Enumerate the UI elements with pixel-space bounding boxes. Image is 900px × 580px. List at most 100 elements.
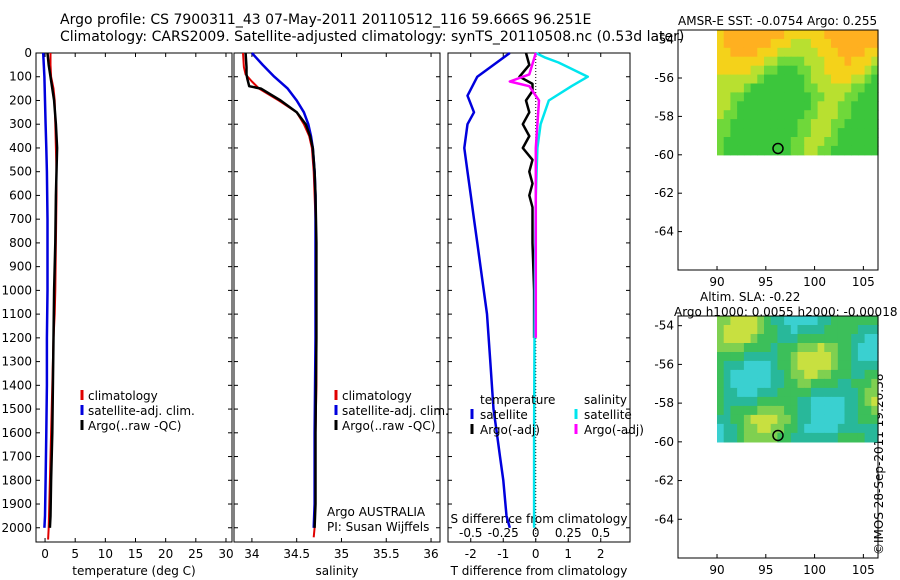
x-tick-label: 36 <box>423 547 438 561</box>
map-cell <box>730 432 738 443</box>
map-cell <box>871 316 879 326</box>
map-cell <box>730 137 738 147</box>
map-cell <box>777 360 785 371</box>
map-cell <box>837 47 846 58</box>
map-cell <box>750 352 758 362</box>
map-cell <box>764 56 772 67</box>
map-x-tick-label: 105 <box>852 563 875 577</box>
map-cell <box>817 369 825 380</box>
map-cell <box>743 56 752 67</box>
map-cell <box>824 334 832 344</box>
map-cell <box>790 65 799 76</box>
map-cell <box>837 83 846 93</box>
map-cell <box>824 47 832 58</box>
map-cell <box>784 30 792 40</box>
map-cell <box>764 423 772 434</box>
map-cell <box>810 360 819 371</box>
map-cell <box>770 92 778 102</box>
y-tick-label: 200 <box>9 93 32 107</box>
map-cell <box>864 387 872 398</box>
map-cell <box>770 325 778 335</box>
map-cell <box>777 56 785 67</box>
map-cell <box>723 145 731 156</box>
map-cell <box>837 137 846 147</box>
map-cell <box>784 65 792 76</box>
map-cell <box>790 325 799 335</box>
map-cell <box>797 369 805 380</box>
map-cell <box>777 101 785 111</box>
s-diff-tick-label: -0.25 <box>488 526 519 540</box>
map-cell <box>797 432 805 443</box>
map-cell <box>743 369 752 380</box>
map-cell <box>743 92 752 102</box>
map-cell <box>743 119 752 129</box>
map-cell <box>723 334 731 344</box>
map-cell <box>750 432 758 443</box>
map-cell <box>743 414 752 425</box>
map-cell <box>864 369 872 380</box>
map-cell <box>730 414 738 425</box>
map-cell <box>810 387 819 398</box>
map-cell <box>757 119 765 129</box>
map-cell <box>851 405 859 416</box>
map-cell <box>844 343 852 353</box>
map-cell <box>817 352 825 362</box>
map-cell <box>871 378 879 389</box>
map-cell <box>784 343 792 353</box>
map-cell <box>764 369 772 380</box>
map-cell <box>817 56 825 67</box>
map-cell <box>770 352 778 362</box>
map-cell <box>743 145 752 156</box>
map-y-tick-label: -62 <box>654 186 674 200</box>
map-cell <box>831 83 839 93</box>
map-cell <box>810 334 819 344</box>
map-cell <box>871 396 879 407</box>
map-cell <box>804 30 812 40</box>
map-cell <box>723 369 731 380</box>
map-cell <box>824 432 832 443</box>
map-cell <box>797 145 805 156</box>
map-cell <box>757 92 765 102</box>
map-cell <box>764 316 772 326</box>
map-cell <box>770 47 778 58</box>
map-cell <box>817 387 825 398</box>
map-cell <box>757 145 765 156</box>
map-cell <box>824 145 832 156</box>
map-cell <box>844 110 852 120</box>
map-frame-0 <box>677 29 879 271</box>
map-cell <box>757 83 765 93</box>
map-cell <box>864 128 872 138</box>
map-cell <box>824 378 832 389</box>
map-cell <box>871 360 879 371</box>
map-cell <box>784 38 792 49</box>
map-cell <box>743 378 752 389</box>
map-cell <box>764 378 772 389</box>
map-cell <box>804 74 812 85</box>
map-cell <box>784 56 792 67</box>
map-y-tick-label: -54 <box>654 33 674 47</box>
map-cell <box>824 396 832 407</box>
map-cell <box>790 38 799 49</box>
map-cell <box>717 110 725 120</box>
map-cell <box>764 405 772 416</box>
map-cell <box>871 432 879 443</box>
map-cell <box>844 396 852 407</box>
map-x-tick-label: 105 <box>852 275 875 289</box>
map-cell <box>831 65 839 76</box>
x-tick-label: 5 <box>71 547 79 561</box>
map-cell <box>717 145 725 156</box>
map-cell <box>857 334 866 344</box>
map-cell <box>837 145 846 156</box>
x-tick-label: -1 <box>497 547 509 561</box>
map-cell <box>797 325 805 335</box>
map-cell <box>723 83 731 93</box>
map-cell <box>737 119 745 129</box>
map-cell <box>777 110 785 120</box>
x-tick-label: 1 <box>564 547 572 561</box>
map-cell <box>864 405 872 416</box>
map-cell <box>743 423 752 434</box>
map-cell <box>797 47 805 58</box>
x-tick-label: 10 <box>98 547 113 561</box>
map-cell <box>737 360 745 371</box>
map-cell <box>723 360 731 371</box>
